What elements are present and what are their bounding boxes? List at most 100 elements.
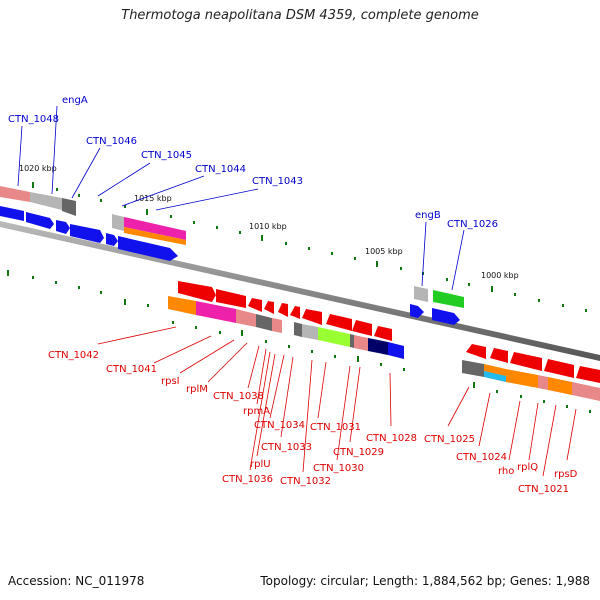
gene-label: CTN_1031 — [310, 422, 361, 433]
leader-line — [280, 356, 294, 438]
gene-feature — [352, 320, 372, 336]
gene-label: CTN_1033 — [261, 442, 312, 453]
leader-line — [528, 402, 539, 461]
gene-feature — [0, 206, 24, 221]
gene-feature — [62, 198, 76, 216]
upper-gene-labels: CTN_1048 engA CTN_1046 CTN_1045 CTN_1044… — [8, 95, 498, 291]
upper-tick-row — [32, 182, 587, 312]
gene-label: CTN_1041 — [106, 364, 157, 375]
gene-feature — [414, 286, 428, 302]
gene-feature — [586, 385, 600, 401]
gene-feature — [168, 296, 196, 315]
leader-line — [336, 365, 351, 461]
gene-feature — [433, 290, 464, 308]
leader-line — [249, 351, 271, 471]
gene-feature — [290, 306, 300, 319]
tick — [468, 283, 470, 286]
gene-label: rpsD — [554, 469, 578, 480]
gene-feature — [490, 348, 508, 363]
gene-label: CTN_1034 — [254, 420, 305, 431]
gene-label: CTN_1021 — [518, 484, 569, 495]
leader-line — [451, 229, 465, 291]
gene-feature — [466, 344, 486, 359]
leader-line — [349, 366, 361, 443]
leader-line — [478, 392, 491, 447]
leader-line — [269, 354, 285, 419]
tick — [380, 363, 382, 366]
gene-feature — [70, 224, 104, 243]
gene-feature — [56, 220, 70, 234]
gene-feature — [350, 334, 354, 348]
tick — [32, 276, 34, 279]
gene-feature — [124, 217, 186, 240]
tick — [446, 278, 448, 281]
gene-label: CTN_1032 — [280, 476, 331, 487]
leader-line — [256, 353, 276, 457]
gene-feature — [388, 342, 404, 359]
scale-label: 1000 kbp — [481, 271, 519, 280]
gene-feature — [278, 303, 288, 317]
scale-label: 1020 kbp — [19, 164, 57, 173]
tick — [285, 242, 287, 245]
gene-label: CTN_1030 — [313, 463, 364, 474]
tick — [78, 286, 80, 289]
gene-feature — [432, 308, 460, 325]
gene-feature — [506, 369, 538, 388]
right-genes — [410, 286, 600, 401]
tick — [496, 390, 498, 393]
gene-feature — [30, 192, 62, 210]
tick — [311, 350, 313, 353]
gene-label: CTN_1026 — [447, 219, 498, 230]
gene-feature — [178, 281, 216, 302]
gene-label: CTN_1043 — [252, 176, 303, 187]
gene-feature — [510, 352, 542, 371]
gene-feature — [462, 360, 484, 377]
tick — [265, 340, 267, 343]
leader-line — [153, 335, 212, 364]
tick — [7, 270, 9, 276]
tick — [491, 286, 493, 292]
gene-feature — [548, 377, 572, 395]
tick — [124, 205, 126, 208]
tick — [172, 321, 174, 324]
leader-line — [508, 400, 521, 461]
tick — [589, 410, 591, 413]
tick — [32, 182, 34, 188]
tick — [78, 194, 80, 197]
scale-label: 1015 kbp — [134, 194, 172, 203]
gene-feature — [302, 309, 322, 325]
leader-line — [447, 386, 470, 427]
gene-label: rplU — [250, 459, 271, 470]
lower-tick-row — [7, 270, 591, 413]
tick — [124, 299, 126, 305]
tick — [354, 257, 356, 260]
gene-feature — [272, 318, 282, 333]
tick — [585, 309, 587, 312]
leader-line — [97, 162, 151, 197]
tick — [334, 355, 336, 358]
gene-feature — [118, 236, 178, 261]
gene-feature — [0, 186, 30, 202]
gene-feature — [410, 304, 424, 318]
upper-left-genes — [0, 186, 186, 261]
leader-line — [71, 147, 101, 199]
central-genes — [168, 281, 404, 359]
leader-line — [247, 345, 260, 389]
tick — [403, 368, 405, 371]
tick — [170, 215, 172, 218]
leader-line — [17, 125, 23, 187]
gene-feature — [294, 322, 302, 337]
gene-label: rpsI — [161, 376, 180, 387]
tick — [562, 304, 564, 307]
gene-label: engA — [62, 95, 88, 106]
gene-label: CTN_1045 — [141, 150, 192, 161]
gene-feature — [302, 324, 318, 340]
scale-label: 1005 kbp — [365, 247, 403, 256]
gene-label: engB — [415, 210, 441, 221]
leader-line — [207, 342, 248, 383]
gene-feature — [326, 314, 352, 331]
gene-feature — [354, 335, 368, 351]
tick — [195, 326, 197, 329]
genome-backbone — [0, 221, 600, 361]
